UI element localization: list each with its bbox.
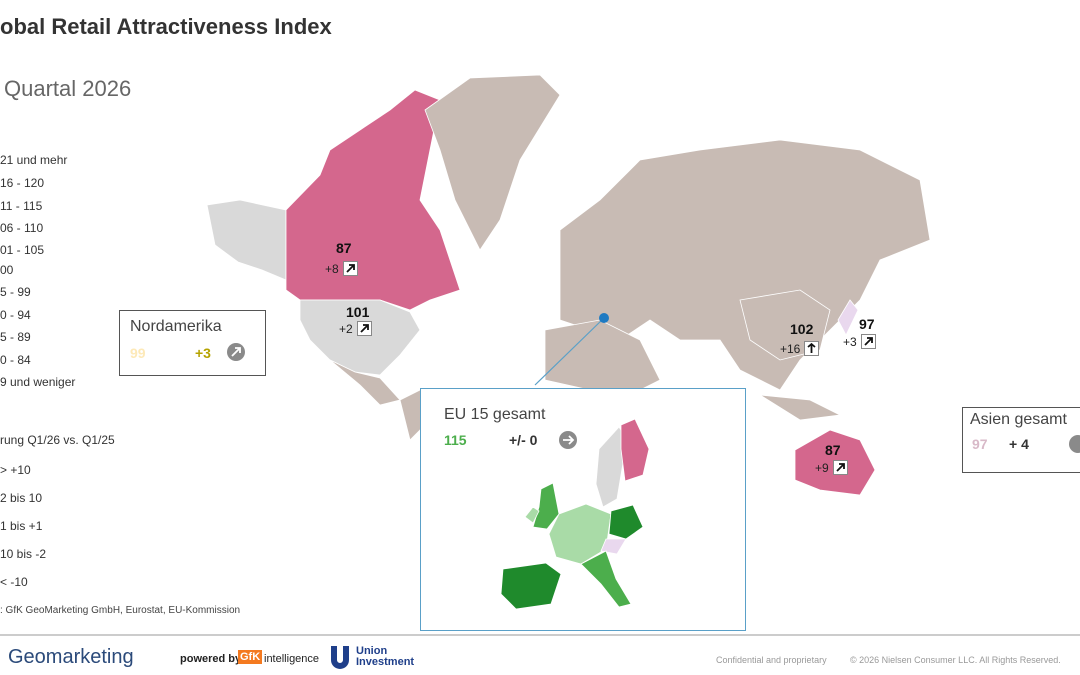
copyright: © 2026 Nielsen Consumer LLC. All Rights … [850,655,1061,665]
powered-by: powered by [180,653,242,665]
legend-item: 2 bis 10 [0,491,43,505]
change-title: rung Q1/26 vs. Q1/25 [0,433,115,447]
legend-item: 16 - 120 [0,176,45,190]
box-index: 97 [972,436,988,452]
eurasia [559,139,931,391]
legend-item: < -10 [0,575,28,589]
trend-icon [357,321,372,336]
summary-box: EU 15 gesamt 115 +/- 0 [420,388,746,631]
arrow-icon [1069,435,1080,453]
africa [544,319,661,391]
legend-item: > +10 [0,463,31,477]
change-label: +2 [339,322,353,336]
change-label: +3 [843,335,857,349]
legend-item: 9 und weniger [0,375,76,389]
legend-item: 11 - 115 [0,199,43,213]
subtitle: Quartal 2026 [4,76,132,101]
union: Union [356,645,388,657]
box-title: Asien gesamt [970,411,1067,428]
change-label: +8 [325,262,339,276]
legend-item: 0 - 84 [0,353,31,367]
index-label: 87 [336,240,352,256]
legend-item: 10 bis -2 [0,547,47,561]
summary-box: Asien gesamt 97 + 4 [962,407,1080,473]
legend-item: 5 - 89 [0,330,31,344]
source: : GfK GeoMarketing GmbH, Eurostat, EU-Ko… [0,605,241,616]
legend-item: 01 - 105 [0,243,45,257]
union-logo [331,646,349,669]
trend-icon [861,334,876,349]
box-change: +/- 0 [509,432,538,448]
union-text: Union Investment [356,646,414,668]
box-change: + 4 [1009,436,1029,452]
change-label: +16 [780,342,801,356]
gfk-logo: GfK [238,650,263,664]
legend-item: 0 - 94 [0,308,31,322]
arrow-icon [559,431,577,449]
usa [299,299,421,376]
box-title: Nordamerika [130,318,222,335]
brand: Geomarketing [8,646,134,668]
trend-icon [833,460,848,475]
box-change: +3 [195,345,211,361]
index-label: 87 [825,442,841,458]
eu-map [500,418,650,610]
arrow-icon [227,343,245,361]
connector [534,317,605,386]
investment: Investment [356,656,415,668]
trend-icon [343,261,358,276]
index-label: 97 [859,316,875,332]
index-label: 101 [346,304,370,320]
greenland [424,74,561,251]
legend-item: 00 [0,263,14,277]
trend-icon [804,341,819,356]
confidential: Confidential and proprietary [716,655,827,665]
summary-box: Nordamerika 99 +3 [119,310,266,376]
title: obal Retail Attractiveness Index [0,14,332,39]
eu-marker [599,313,609,323]
indonesia [759,394,842,421]
legend-item: 21 und mehr [0,153,68,167]
legend-item: 5 - 99 [0,285,31,299]
change-label: +9 [815,461,829,475]
japan [837,299,859,336]
intelligence: intelligence [264,653,320,665]
box-index: 99 [130,345,146,361]
legend-item: 1 bis +1 [0,519,43,533]
alaska [206,199,287,281]
legend-item: 06 - 110 [0,221,44,235]
index-label: 102 [790,321,814,337]
box-index: 115 [444,432,467,448]
box-title: EU 15 gesamt [444,406,546,423]
